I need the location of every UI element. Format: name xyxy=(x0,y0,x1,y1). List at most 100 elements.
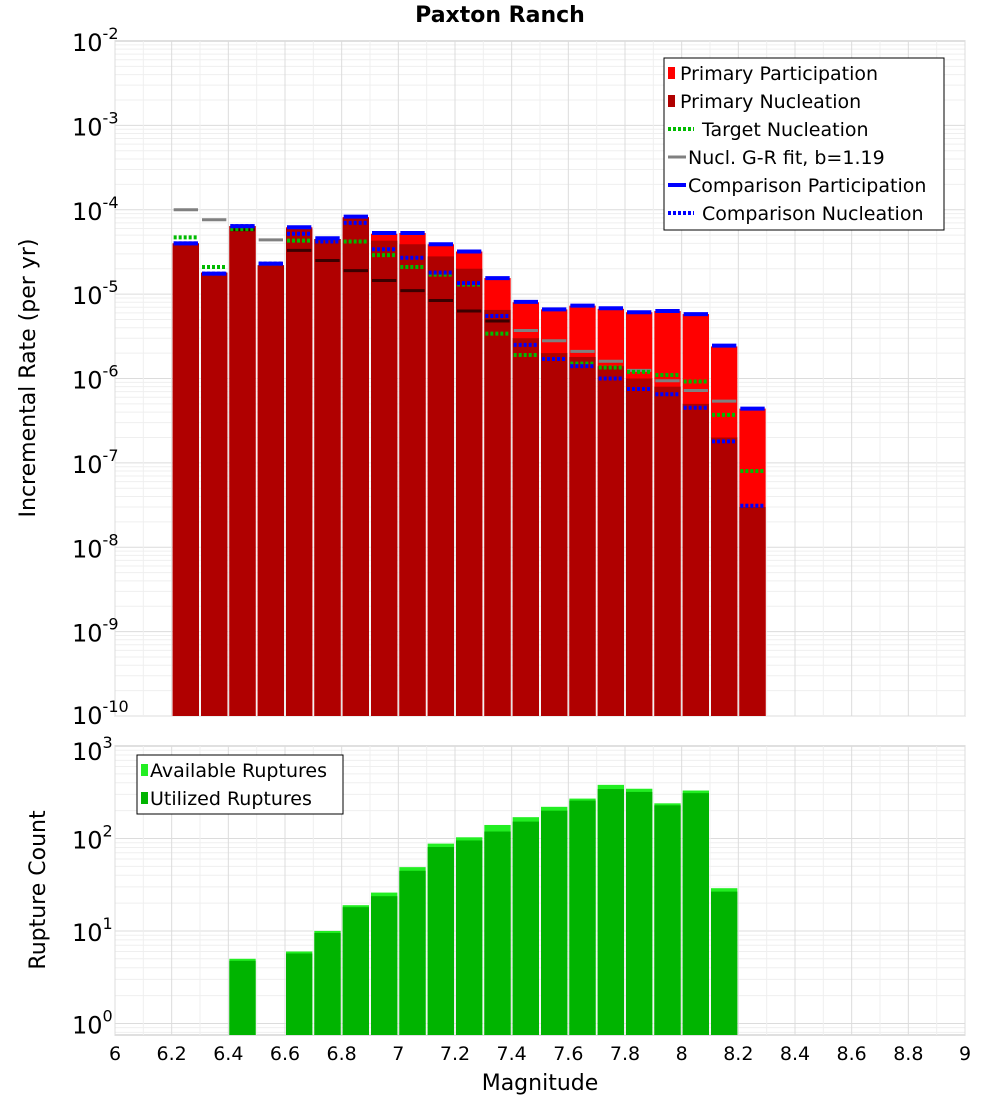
nucleation-bar xyxy=(512,338,539,716)
rate-plot-legend-box xyxy=(663,57,945,231)
nucleation-bar xyxy=(541,353,568,716)
utilized-ruptures-bar xyxy=(484,831,511,1035)
count-plot-y-axis-label: Rupture Count xyxy=(26,810,51,970)
y-tick-exponent: 0 xyxy=(103,1006,113,1025)
x-tick-label: 8.6 xyxy=(837,1043,867,1065)
rate-plot-legend: Primary Participation Primary Nucleation T… xyxy=(663,57,945,231)
chart-title: Paxton Ranch xyxy=(415,3,585,28)
x-tick-label: 7.2 xyxy=(440,1043,470,1065)
legend-label: Available Ruptures xyxy=(150,760,327,782)
utilized-ruptures-bar xyxy=(597,789,624,1035)
legend-label: Nucl. G-R fit, b=1.19 xyxy=(688,147,885,169)
rate-plot-y-tick-label: 10-10 xyxy=(72,697,129,730)
y-tick-base: 10 xyxy=(72,535,103,563)
nucleation-bar xyxy=(201,272,228,716)
y-tick-exponent: -6 xyxy=(103,362,119,381)
legend-label: Utilized Ruptures xyxy=(150,788,312,810)
utilized-ruptures-bar xyxy=(314,932,341,1035)
y-tick-exponent: -4 xyxy=(103,193,119,212)
rate-plot-y-tick-label: 10-3 xyxy=(72,108,119,141)
utilized-ruptures-bar xyxy=(456,840,483,1035)
y-tick-base: 10 xyxy=(72,113,103,141)
x-tick-label: 8.4 xyxy=(780,1043,810,1065)
x-tick-label: 7.6 xyxy=(553,1043,583,1065)
utilized-ruptures-bar xyxy=(229,960,256,1035)
y-tick-exponent: -8 xyxy=(103,530,119,549)
utilized-ruptures-bar xyxy=(342,907,369,1035)
nucleation-bar xyxy=(569,356,596,716)
rate-plot-y-tick-label: 10-9 xyxy=(72,615,119,648)
nucleation-bar xyxy=(484,309,511,716)
y-tick-base: 10 xyxy=(72,29,103,57)
y-tick-exponent: -10 xyxy=(103,697,129,716)
y-tick-base: 10 xyxy=(72,919,103,947)
utilized-ruptures-bar xyxy=(427,847,454,1035)
rate-plot-bars xyxy=(172,217,766,717)
x-tick-label: 7 xyxy=(392,1043,404,1065)
y-tick-base: 10 xyxy=(72,620,103,648)
nucleation-bar xyxy=(371,240,398,717)
utilized-ruptures-bar xyxy=(711,891,738,1035)
x-tick-label: 6.6 xyxy=(270,1043,300,1065)
utilized-ruptures-bar xyxy=(371,896,398,1035)
nucleation-bar xyxy=(342,217,369,716)
nucleation-bar xyxy=(456,268,483,716)
y-tick-exponent: -3 xyxy=(103,108,119,127)
count-plot-legend: Available Ruptures Utilized Ruptures xyxy=(136,754,344,815)
legend-label: Primary Nucleation xyxy=(680,91,861,113)
y-tick-base: 10 xyxy=(72,738,103,766)
y-tick-base: 10 xyxy=(72,367,103,395)
x-tick-label: 6.4 xyxy=(213,1043,243,1065)
x-tick-label: 9 xyxy=(959,1043,971,1065)
count-plot-x-ticks: 6 6.2 6.4 6.6 6.8 7 7.2 7.4 7.6 7.8 8 8.2 8.4 8.6 8.8 9 xyxy=(109,1043,971,1065)
nucleation-bar xyxy=(597,366,624,716)
legend-label: Primary Participation xyxy=(680,63,878,85)
y-tick-exponent: -9 xyxy=(103,615,119,634)
legend-swatch-utilized xyxy=(141,792,148,804)
y-tick-exponent: -7 xyxy=(103,446,119,465)
utilized-ruptures-bar xyxy=(654,805,681,1035)
y-tick-exponent: 2 xyxy=(103,821,113,840)
nucleation-bar xyxy=(427,256,454,716)
y-tick-base: 10 xyxy=(72,198,103,226)
nucleation-bar xyxy=(626,378,653,716)
utilized-ruptures-bar xyxy=(286,953,313,1035)
utilized-ruptures-bar xyxy=(399,870,426,1035)
rate-plot-markers xyxy=(173,208,765,508)
utilized-ruptures-bar xyxy=(626,791,653,1035)
legend-label: Target Nucleation xyxy=(701,119,869,141)
x-tick-label: 6.8 xyxy=(327,1043,357,1065)
x-tick-label: 8 xyxy=(676,1043,688,1065)
nucleation-bar xyxy=(711,437,738,716)
y-tick-exponent: -2 xyxy=(103,24,119,43)
utilized-ruptures-bar xyxy=(682,793,709,1035)
rate-plot-y-tick-label: 10-5 xyxy=(72,277,119,310)
nucleation-bar xyxy=(739,506,766,716)
count-plot-y-tick-label: 102 xyxy=(72,821,113,854)
rate-plot-y-axis-label: Incremental Rate (per yr) xyxy=(16,239,41,518)
rate-plot-y-tick-label: 10-7 xyxy=(72,446,119,479)
rate-plot-y-tick-label: 10-8 xyxy=(72,530,119,563)
count-plot-y-tick-label: 100 xyxy=(72,1006,113,1039)
rate-plot-y-tick-label: 10-4 xyxy=(72,193,119,226)
rate-plot-y-ticks: 10-210-310-410-510-610-710-810-910-10 xyxy=(72,24,129,730)
y-tick-base: 10 xyxy=(72,1011,103,1039)
nucleation-bar xyxy=(172,243,199,717)
nucleation-bar xyxy=(286,228,313,716)
y-tick-base: 10 xyxy=(72,282,103,310)
x-tick-label: 6.2 xyxy=(157,1043,187,1065)
legend-swatch-primary-nucleation xyxy=(668,95,675,107)
nucleation-bar xyxy=(399,244,426,717)
nucleation-bar xyxy=(314,239,341,716)
legend-swatch-available xyxy=(141,764,148,776)
utilized-ruptures-bar xyxy=(569,800,596,1035)
rate-plot: 10-210-310-410-510-610-710-810-910-10 In… xyxy=(16,24,966,730)
utilized-ruptures-bar xyxy=(541,810,568,1035)
legend-swatch-primary-participation xyxy=(668,67,675,79)
count-plot-y-tick-label: 103 xyxy=(72,733,113,766)
x-tick-label: 7.4 xyxy=(497,1043,527,1065)
